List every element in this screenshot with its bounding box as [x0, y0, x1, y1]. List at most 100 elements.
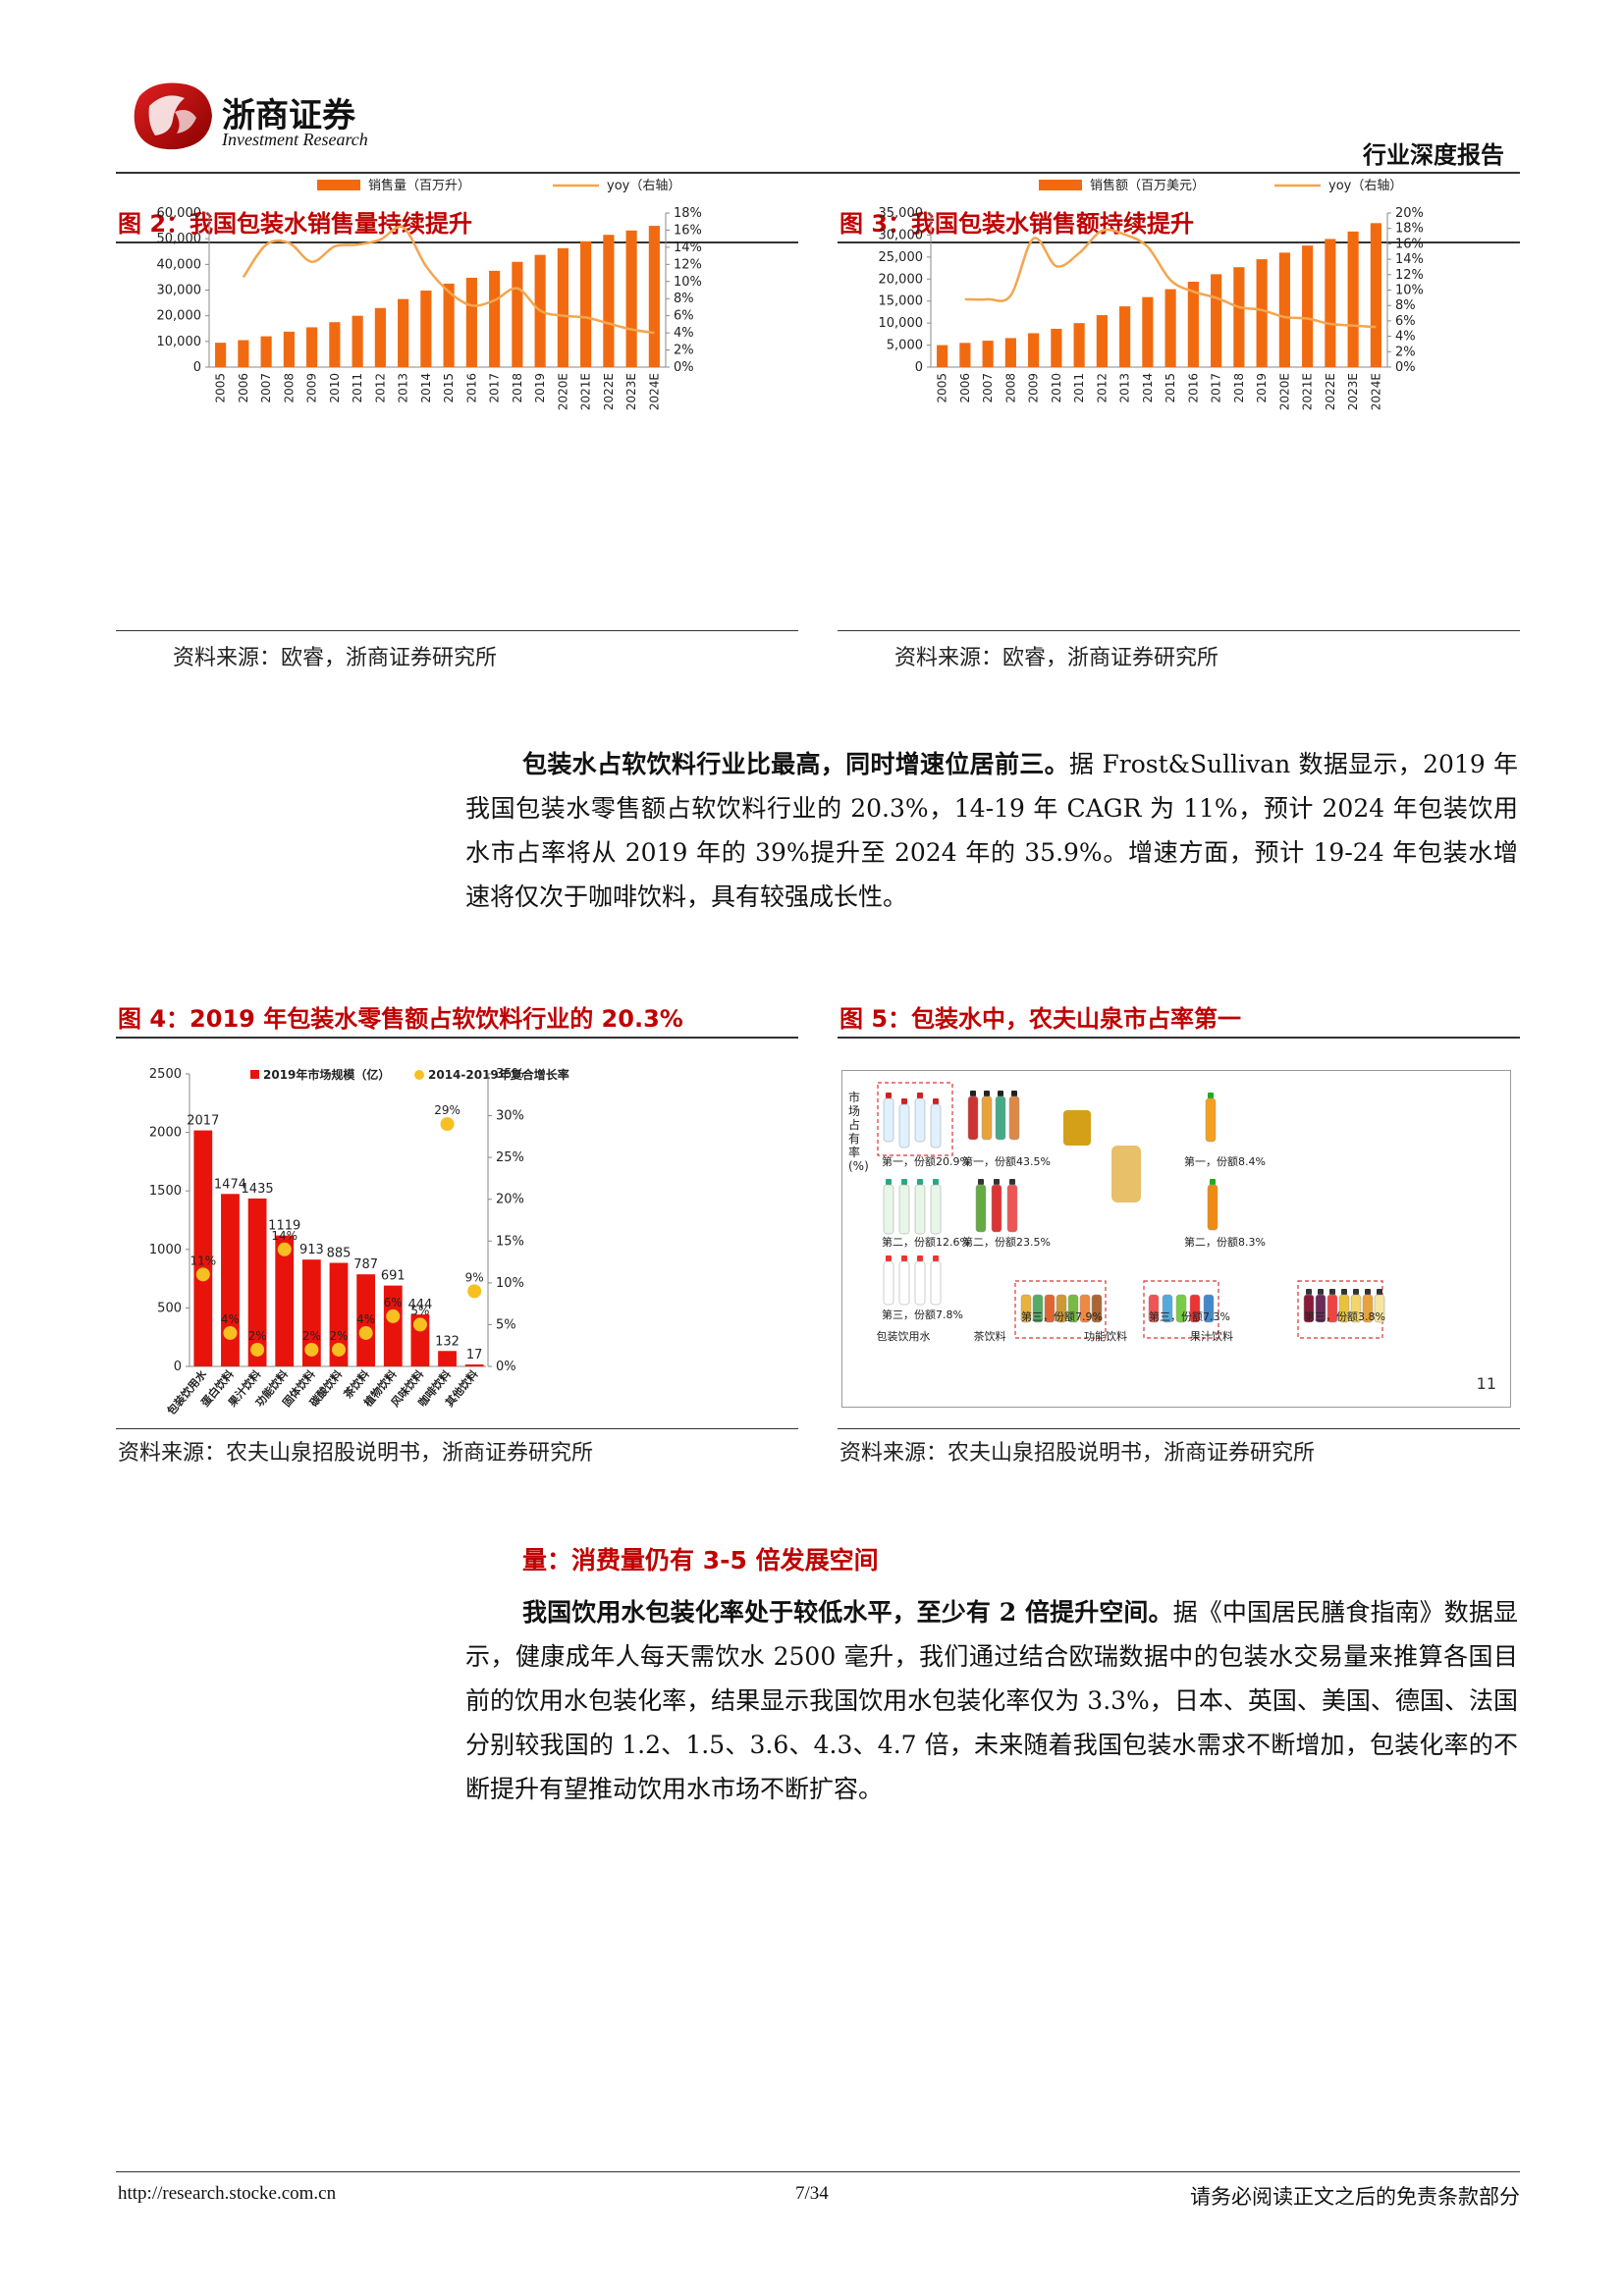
x-tick-label: 2024E [1369, 373, 1382, 410]
product-bottle [1205, 1093, 1217, 1143]
x-tick-label: 2021E [579, 373, 593, 410]
x-tick-label: 2016 [1186, 373, 1200, 403]
cagr-label: 2% [329, 1329, 348, 1343]
yoy-line [964, 228, 1377, 329]
fig3-title-rule [838, 241, 1520, 243]
share-label: 第二，份额8.3% [1184, 1235, 1266, 1249]
product-bottle [1056, 1289, 1067, 1323]
x-tick-label: 2018 [1232, 373, 1246, 403]
bar-value-label: 691 [381, 1269, 406, 1284]
cagr-dot [250, 1342, 265, 1357]
fig5-bottom-rule [838, 1428, 1520, 1429]
y-tick-label: 1000 [149, 1243, 182, 1257]
cagr-dot [195, 1267, 210, 1282]
cagr-dot [467, 1284, 482, 1299]
bar [383, 1285, 403, 1366]
x-tick-label: 2015 [442, 373, 456, 403]
product-bottle [1032, 1289, 1044, 1323]
x-tick-label: 2023E [1346, 373, 1360, 410]
fig3-chart: 销售额（百万美元） yoy（右轴） 0 5,000 10,000 15,000 20,000… [879, 178, 1424, 410]
bar [329, 322, 341, 367]
bar [356, 1274, 376, 1366]
x-tick-label: 2006 [237, 373, 250, 403]
fig5-y-label: 市场占有率(%) [848, 1091, 869, 1173]
report-type: 行业深度报告 [1363, 141, 1504, 169]
column-label: 功能饮料 [1084, 1329, 1127, 1343]
y2-tick-label: 16% [674, 223, 702, 238]
bar [625, 230, 637, 367]
x-tick-label: 2011 [1072, 373, 1086, 403]
product-bottle [1111, 1146, 1141, 1202]
product-bottle [1067, 1289, 1079, 1323]
bar [1256, 259, 1268, 367]
x-tick-label: 2020E [556, 373, 569, 410]
y2-tick-label: 15% [496, 1234, 524, 1249]
share-label: 第二，份额12.6% [882, 1235, 970, 1249]
bar [1278, 252, 1290, 367]
product-bottle [1008, 1091, 1020, 1141]
legend-dot-swatch [414, 1070, 424, 1080]
x-tick-label: 2005 [936, 373, 949, 403]
cagr-label: 29% [434, 1103, 460, 1117]
y-tick-label: 10,000 [157, 335, 202, 349]
legend-bar-label: 2019年市场规模（亿） [263, 1067, 390, 1082]
highlight-box [1143, 1280, 1219, 1339]
legend-bar-swatch [250, 1070, 259, 1079]
cagr-dot [358, 1325, 373, 1340]
bar [1119, 306, 1131, 367]
bar [959, 343, 971, 367]
bar [557, 247, 568, 367]
cagr-dot [332, 1342, 346, 1357]
bar [247, 1198, 267, 1366]
header-rule [116, 172, 1520, 174]
y2-tick-label: 12% [1395, 268, 1424, 283]
bar [329, 1262, 349, 1366]
fig5-page-mark: 11 [1476, 1374, 1496, 1393]
paragraph-packaged-water-share: 包装水占软饮料行业比最高，同时增速位居前三。据 Frost&Sullivan 数… [465, 742, 1518, 919]
bar [420, 291, 432, 367]
x-tick-label: 2010 [1050, 373, 1063, 403]
y-tick-label: 0 [174, 1360, 182, 1374]
product-bottle [883, 1093, 894, 1143]
bar [580, 240, 592, 367]
y2-tick-label: 4% [674, 326, 694, 341]
chart-legend: 销售量（百万升） yoy（右轴） [317, 178, 680, 193]
x-tick-label: 2008 [1003, 373, 1017, 403]
cagr-dot [223, 1325, 238, 1340]
y-tick-label: 1500 [149, 1184, 182, 1199]
paragraph-body: 据《中国居民膳食指南》数据显示，健康成年人每天需饮水 2500 毫升，我们通过结… [465, 1598, 1518, 1803]
company-name-en: Investment Research [222, 130, 368, 149]
bar [1187, 281, 1199, 367]
x-tick-label: 2020E [1277, 373, 1291, 410]
bar-value-label: 913 [299, 1243, 324, 1257]
bar [1142, 296, 1154, 367]
bar-value-label: 885 [327, 1247, 352, 1261]
share-label: 第三，份额7.8% [882, 1308, 963, 1321]
highlight-box [1014, 1280, 1107, 1339]
y-tick-label: 2000 [149, 1126, 182, 1141]
product-bottle [1203, 1289, 1215, 1323]
x-tick-label: 2010 [328, 373, 342, 403]
bar-value-label: 1435 [242, 1182, 274, 1197]
bar [306, 327, 318, 367]
y-tick-label: 30,000 [879, 228, 924, 242]
footer-page-number: 7/34 [795, 2183, 829, 2204]
x-tick-label: 2012 [1095, 373, 1109, 403]
cagr-dot [440, 1117, 455, 1132]
bar [512, 261, 523, 367]
y2-tick-label: 30% [496, 1109, 524, 1124]
bar [1028, 333, 1040, 367]
cagr-dot [304, 1342, 319, 1357]
product-bottle [1338, 1289, 1350, 1323]
y2-tick-label: 10% [1395, 284, 1424, 298]
product-bottle [991, 1179, 1002, 1233]
product-bottle [914, 1093, 926, 1143]
y2-tick-label: 14% [674, 240, 702, 255]
section-heading: 量：消费量仍有 3-5 倍发展空间 [522, 1546, 879, 1575]
column-label: 包装饮用水 [877, 1330, 931, 1343]
x-tick-label: 2017 [488, 373, 502, 403]
product-bottle [1020, 1289, 1032, 1323]
y2-tick-label: 0% [674, 360, 694, 375]
x-tick-label: 包装饮用水 [163, 1366, 209, 1418]
footer-url[interactable]: http://research.stocke.com.cn [118, 2183, 337, 2204]
